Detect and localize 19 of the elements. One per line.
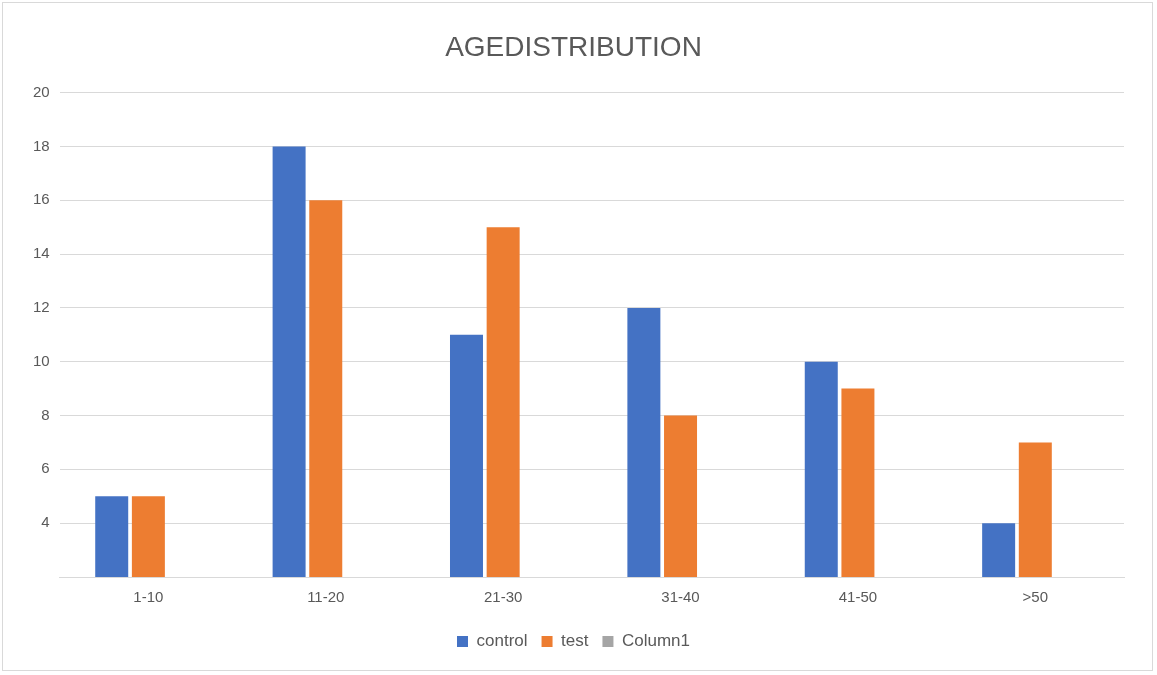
y-tick-label: 14	[33, 244, 50, 262]
y-tick-label: 6	[41, 459, 50, 477]
chart-title: AGEDISTRIBUTION	[445, 30, 702, 62]
y-tick-label: 16	[33, 190, 50, 208]
legend-label: Column1	[621, 631, 690, 651]
x-tick-label: >50	[1022, 588, 1049, 606]
y-tick-label: 4	[41, 513, 50, 531]
x-tick-label: 1-10	[133, 588, 164, 606]
x-tick-label: 41-50	[838, 588, 878, 606]
y-tick-label: 18	[33, 136, 50, 154]
legend-label: test	[561, 631, 589, 651]
y-tick-label: 20	[33, 82, 50, 100]
x-tick-label: 31-40	[661, 588, 700, 606]
y-tick-label: 12	[33, 298, 50, 316]
y-tick-label: 10	[33, 351, 50, 369]
x-tick-label: 11-20	[307, 588, 345, 606]
x-tick-label: 21-30	[483, 588, 523, 606]
legend-label: control	[476, 631, 528, 651]
y-tick-label: 8	[41, 405, 50, 423]
